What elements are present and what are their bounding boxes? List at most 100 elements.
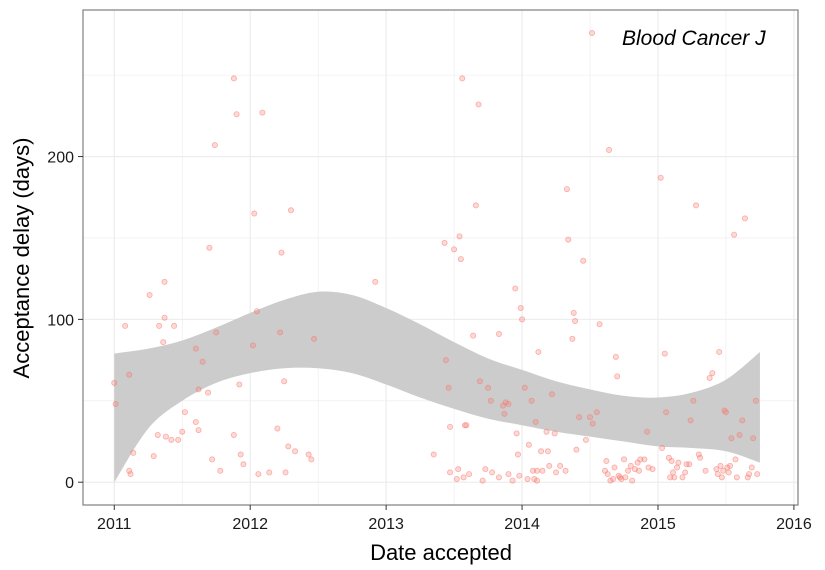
data-point bbox=[610, 475, 617, 482]
data-point bbox=[679, 474, 686, 481]
data-point bbox=[171, 322, 178, 329]
data-point bbox=[514, 451, 521, 458]
data-point bbox=[627, 462, 634, 469]
data-point bbox=[702, 467, 709, 474]
x-tick-label: 2011 bbox=[97, 516, 132, 533]
data-point bbox=[720, 467, 727, 474]
data-point bbox=[175, 436, 182, 443]
data-point bbox=[722, 409, 729, 416]
data-point bbox=[154, 431, 161, 438]
data-point bbox=[372, 278, 379, 285]
data-point bbox=[551, 430, 558, 437]
data-point bbox=[614, 373, 621, 380]
data-point bbox=[161, 278, 168, 285]
data-point bbox=[569, 335, 576, 342]
data-point bbox=[466, 471, 473, 478]
data-point bbox=[517, 304, 524, 311]
data-point bbox=[472, 202, 479, 209]
data-point bbox=[529, 467, 536, 474]
data-point bbox=[714, 471, 721, 478]
data-point bbox=[716, 348, 723, 355]
data-point bbox=[621, 456, 628, 463]
data-point bbox=[156, 322, 163, 329]
data-point bbox=[192, 345, 199, 352]
data-point bbox=[538, 448, 545, 455]
data-point bbox=[479, 477, 486, 484]
data-point bbox=[625, 467, 632, 474]
x-tick-label: 2013 bbox=[368, 516, 404, 533]
data-point bbox=[635, 467, 642, 474]
data-point bbox=[572, 318, 579, 325]
data-point bbox=[669, 469, 676, 476]
data-point bbox=[657, 174, 664, 181]
data-point bbox=[516, 472, 523, 479]
x-tick-label: 2015 bbox=[640, 516, 676, 533]
data-point bbox=[593, 409, 600, 416]
data-point bbox=[557, 462, 564, 469]
data-point bbox=[649, 466, 656, 473]
data-point bbox=[709, 370, 716, 377]
grid-lines bbox=[83, 10, 798, 505]
data-point bbox=[251, 210, 258, 217]
y-tick-label: 100 bbox=[47, 312, 74, 329]
data-point bbox=[576, 414, 583, 421]
data-point bbox=[693, 202, 700, 209]
data-point bbox=[259, 109, 266, 116]
data-point bbox=[718, 474, 725, 481]
data-point bbox=[748, 464, 755, 471]
data-point bbox=[674, 464, 681, 471]
data-point bbox=[739, 417, 746, 424]
data-point bbox=[213, 329, 220, 336]
data-point bbox=[606, 147, 613, 154]
data-point bbox=[548, 391, 555, 398]
data-point bbox=[460, 474, 467, 481]
data-point bbox=[292, 448, 299, 455]
legend-key-point bbox=[589, 29, 596, 36]
y-tick-label: 200 bbox=[47, 150, 74, 167]
data-point bbox=[501, 410, 508, 417]
data-point bbox=[255, 471, 262, 478]
data-point bbox=[249, 342, 256, 349]
data-point bbox=[126, 467, 133, 474]
data-point bbox=[659, 445, 666, 452]
data-point bbox=[744, 474, 751, 481]
data-point bbox=[546, 462, 553, 469]
x-axis-title: Date accepted bbox=[370, 540, 512, 565]
data-point bbox=[278, 249, 285, 256]
data-point bbox=[604, 471, 611, 478]
data-point bbox=[237, 451, 244, 458]
data-point bbox=[553, 469, 560, 476]
data-point bbox=[150, 453, 157, 460]
data-point bbox=[663, 409, 670, 416]
data-point bbox=[543, 428, 550, 435]
data-point bbox=[470, 332, 477, 339]
data-point bbox=[489, 469, 496, 476]
data-point bbox=[603, 458, 610, 465]
data-point bbox=[519, 316, 526, 323]
data-point bbox=[281, 378, 288, 385]
data-point bbox=[459, 75, 466, 82]
data-point bbox=[728, 435, 735, 442]
data-point bbox=[179, 428, 186, 435]
data-point bbox=[230, 431, 237, 438]
data-point bbox=[611, 464, 618, 471]
data-point bbox=[217, 467, 224, 474]
data-point bbox=[195, 427, 202, 434]
data-point bbox=[725, 469, 732, 476]
data-point bbox=[192, 418, 199, 425]
data-point bbox=[706, 374, 713, 381]
data-point bbox=[750, 435, 757, 442]
data-point bbox=[671, 474, 678, 481]
data-point bbox=[562, 467, 569, 474]
data-point bbox=[455, 466, 462, 473]
data-point bbox=[111, 379, 118, 386]
data-point bbox=[622, 474, 629, 481]
data-point bbox=[476, 378, 483, 385]
data-point bbox=[199, 358, 206, 365]
data-point bbox=[528, 397, 535, 404]
data-point bbox=[534, 467, 541, 474]
data-point bbox=[587, 414, 594, 421]
data-point bbox=[667, 474, 674, 481]
data-point bbox=[277, 329, 284, 336]
data-point bbox=[453, 475, 460, 482]
